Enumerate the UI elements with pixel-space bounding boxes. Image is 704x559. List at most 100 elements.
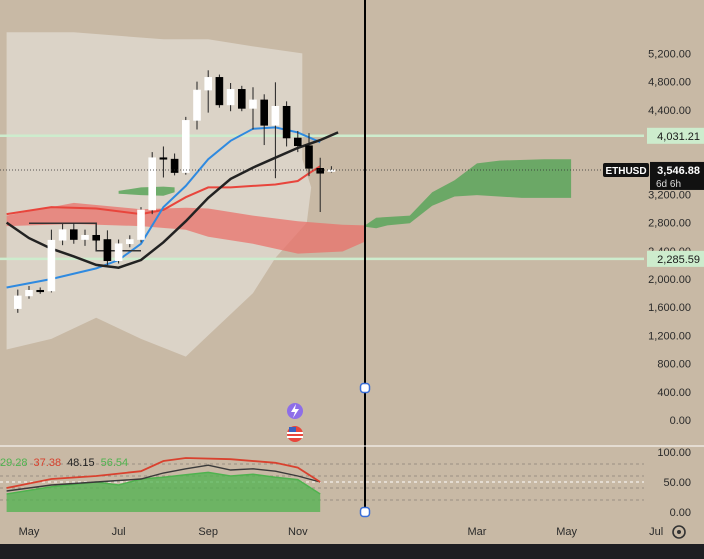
- candle-16: [182, 116, 190, 175]
- candle-14: [159, 146, 168, 178]
- candle-20: [226, 83, 235, 112]
- rsi-value-4: 56.54: [101, 457, 129, 469]
- candle-19: [215, 74, 224, 108]
- level-badge-2: 2,285.59: [647, 250, 704, 267]
- candle-body: [36, 289, 45, 293]
- crosshair-handle: [359, 506, 371, 518]
- current-price-badge-bg: [650, 161, 704, 190]
- crosshair-handle: [359, 382, 371, 394]
- candle-body: [215, 77, 224, 106]
- level-badge-label: 2,285.59: [657, 254, 700, 266]
- symbol-label: ETHUSD: [605, 166, 646, 177]
- price-tick-label: 800.00: [657, 359, 691, 371]
- rsi-axis[interactable]: 100.00 50.00 0.00: [657, 447, 691, 519]
- time-tick-label: Sep: [198, 526, 218, 538]
- candle-1: [14, 289, 22, 313]
- candle-body: [47, 239, 56, 292]
- price-tick-label: 3,200.00: [648, 189, 691, 201]
- level-badge-bg: [647, 250, 704, 267]
- rsi-dark-line: [6, 464, 321, 492]
- current-price-badge: 3,546.88 6d 6h: [650, 161, 704, 190]
- candle-27: [305, 133, 313, 177]
- candle-2: [25, 286, 33, 299]
- candle-29: [327, 166, 336, 173]
- candle-12: [137, 207, 145, 243]
- countdown-label: 6d 6h: [656, 179, 681, 190]
- candle-28: [316, 157, 325, 213]
- candle-body: [327, 169, 336, 172]
- candle-body: [238, 89, 246, 109]
- candle-body: [14, 295, 22, 309]
- candle-body: [226, 89, 235, 106]
- candle-5: [58, 224, 67, 246]
- candlesticks: [14, 70, 336, 313]
- rsi-value-2: 37.38: [34, 457, 62, 469]
- candle-body: [316, 168, 325, 174]
- candle-body: [81, 234, 89, 240]
- price-tick-label: 1,600.00: [648, 302, 691, 314]
- price-tick-label: 4,400.00: [648, 105, 691, 117]
- candle-23: [260, 94, 269, 146]
- price-tick-label: 2,800.00: [648, 218, 691, 230]
- price-tick-label: 5,200.00: [648, 48, 691, 60]
- candle-body: [126, 239, 134, 245]
- candle-26: [293, 130, 302, 153]
- symbol-badge: ETHUSD: [603, 162, 649, 177]
- candle-body: [193, 89, 201, 121]
- candle-body: [260, 99, 269, 126]
- current-price-label: 3,546.88: [657, 165, 700, 177]
- crosshair-vertical-line[interactable]: Mon 01/12/26: [324, 0, 406, 541]
- price-axis[interactable]: 0.00 400.00 800.00 1,200.00 1,600.00 2,000.00…: [648, 48, 691, 427]
- price-tick-label: 0.00: [670, 415, 691, 427]
- bottom-toolbar[interactable]: [0, 544, 704, 559]
- level-badge-label: 4,031.21: [657, 131, 700, 143]
- rsi-tick-label: 100.00: [657, 447, 691, 459]
- candle-15: [170, 153, 179, 176]
- kumo-bull-2: [365, 159, 572, 229]
- candle-body: [305, 145, 313, 169]
- candle-22: [249, 87, 257, 130]
- candle-body: [70, 229, 78, 240]
- candle-6: [70, 223, 78, 244]
- rsi-tick-label: 0.00: [670, 507, 691, 519]
- time-tick-label: Jul: [112, 526, 126, 538]
- candle-25: [282, 101, 291, 147]
- candle-17: [193, 81, 201, 130]
- rsi-legend: 29.28 37.38 48.15 56.54: [0, 457, 128, 469]
- candle-11: [126, 235, 134, 248]
- candle-13: [148, 152, 156, 215]
- rsi-value-3: 48.15: [67, 457, 95, 469]
- candle-body: [92, 234, 100, 241]
- us-flag-icon[interactable]: [287, 426, 303, 442]
- price-tick-label: 400.00: [657, 387, 691, 399]
- rsi-pane: [0, 457, 644, 512]
- level-badge-1: 4,031.21: [647, 127, 704, 144]
- ema-mid-line: [6, 165, 321, 216]
- candle-body: [114, 243, 123, 261]
- time-tick-label: May: [19, 526, 40, 538]
- candle-4: [47, 229, 56, 293]
- settings-icon[interactable]: [672, 525, 686, 539]
- time-tick-label: Mar: [468, 526, 487, 538]
- time-tick-label: Jul: [649, 526, 663, 538]
- candle-body: [170, 158, 179, 173]
- candle-24: [271, 82, 280, 179]
- ema-slow-line: [5, 131, 339, 269]
- candle-body: [282, 105, 291, 139]
- candle-body: [182, 120, 190, 173]
- price-badges: 4,031.21 2,285.59 ETHUSD 3,546.88 6d 6h: [603, 127, 704, 267]
- alert-icon[interactable]: [287, 403, 303, 419]
- candle-body: [103, 239, 112, 261]
- time-axis-background: [0, 518, 704, 544]
- candle-10: [114, 239, 123, 264]
- time-axis[interactable]: May Jul Sep Nov Mar May Jul: [19, 526, 664, 538]
- time-tick-label: May: [556, 526, 577, 538]
- candle-body: [204, 77, 212, 91]
- candle-18: [204, 70, 212, 113]
- candle-body: [148, 157, 156, 211]
- candle-8: [92, 229, 100, 243]
- candle-7: [81, 229, 89, 246]
- candle-body: [159, 157, 168, 160]
- rsi-red-line: [6, 457, 321, 489]
